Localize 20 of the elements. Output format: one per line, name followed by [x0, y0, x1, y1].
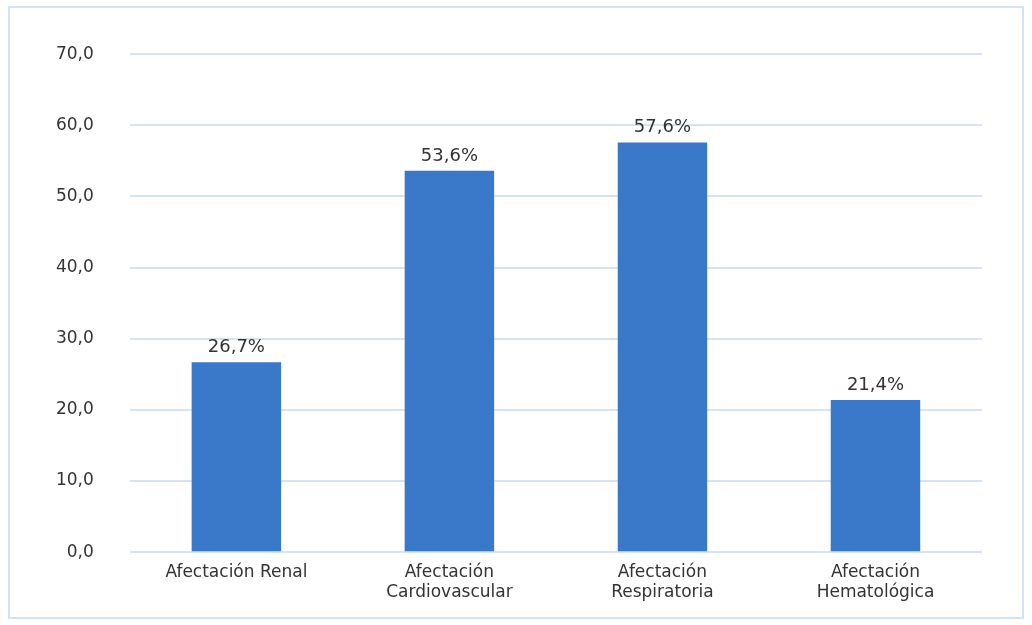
x-tick-label: Afectación Cardiovascular: [386, 560, 513, 602]
y-tick-label: 0,0: [66, 540, 94, 561]
x-tick-label: Afectación Renal: [165, 560, 308, 581]
y-tick-label: 20,0: [55, 398, 94, 419]
data-label: 26,7%: [207, 334, 265, 356]
data-label: 53,6%: [420, 143, 478, 165]
y-tick-label: 50,0: [55, 184, 94, 205]
bar: [830, 399, 921, 552]
y-tick-label: 10,0: [55, 469, 94, 490]
bar: [191, 362, 282, 552]
y-tick-label: 30,0: [55, 327, 94, 348]
data-label: 21,4%: [846, 372, 905, 394]
y-tick-label: 70,0: [55, 42, 94, 63]
bar: [404, 170, 495, 552]
x-tick-label: Afectación Respiratoria: [611, 560, 714, 602]
y-tick-label: 40,0: [55, 256, 94, 277]
y-tick-label: 60,0: [55, 113, 94, 134]
data-label: 57,6%: [633, 115, 692, 137]
bar: [617, 142, 708, 552]
x-tick-label: Afectación Hematológica: [816, 560, 935, 602]
